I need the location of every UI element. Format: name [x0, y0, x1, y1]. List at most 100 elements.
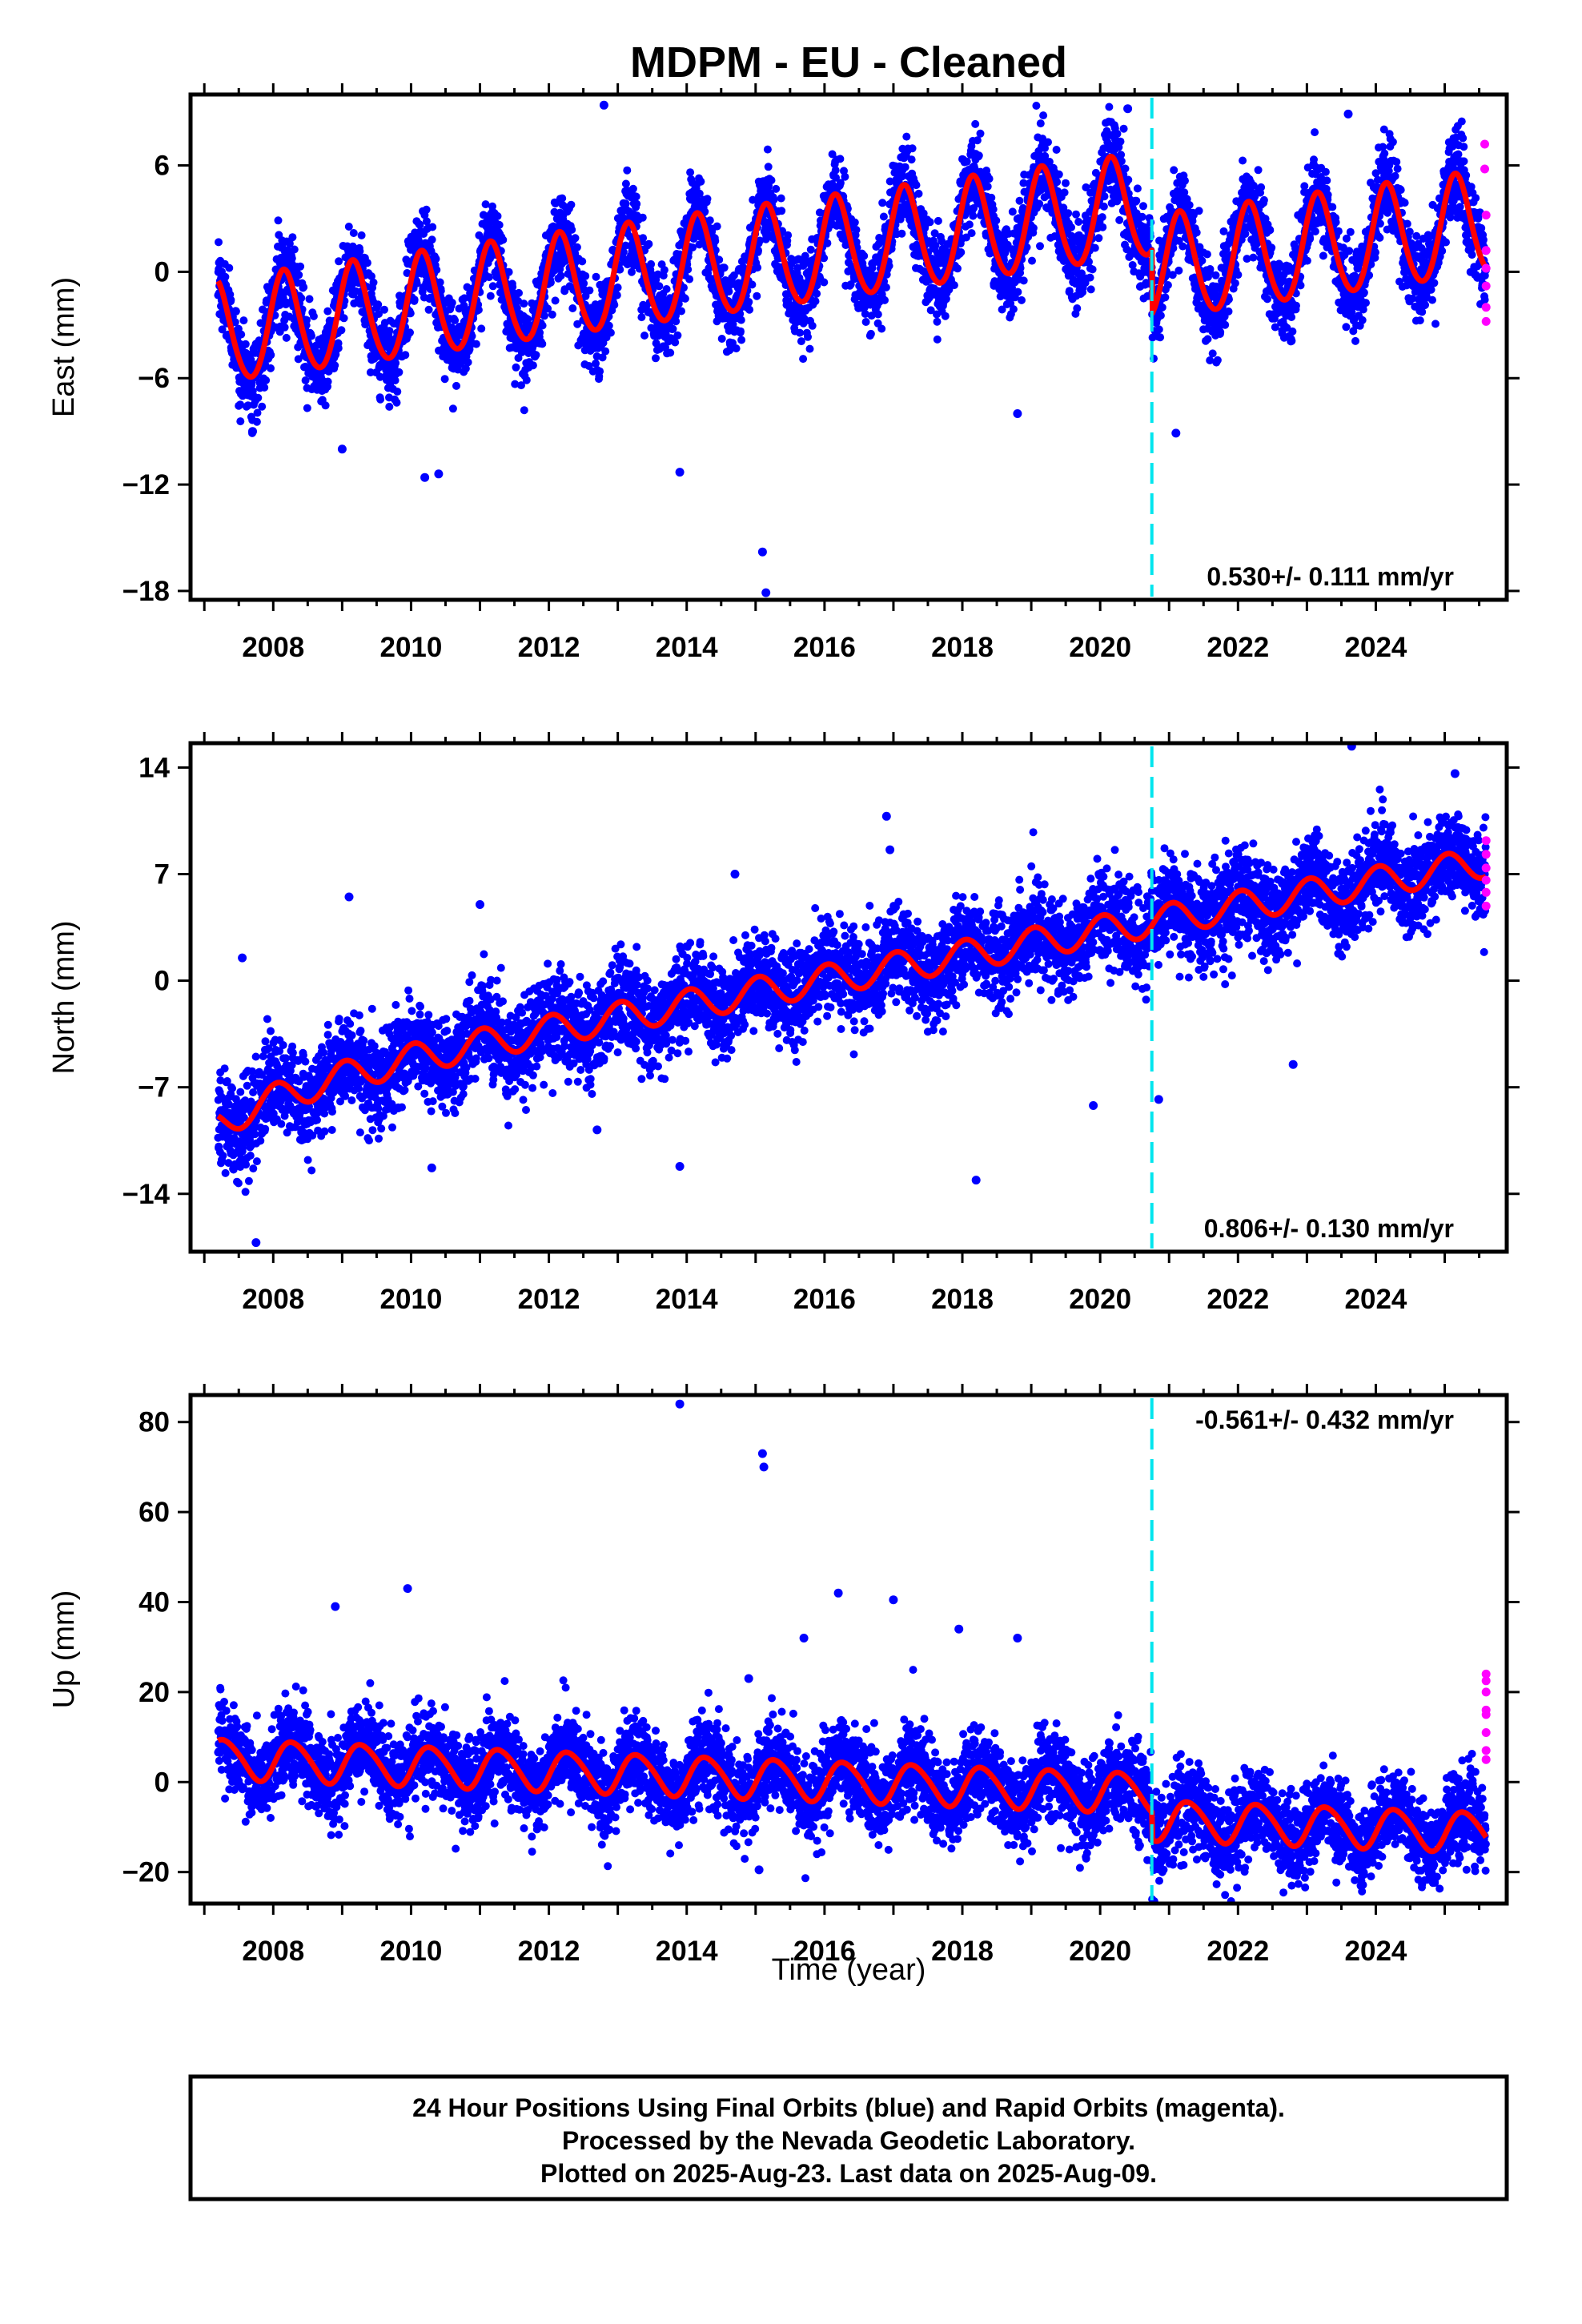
data-point	[612, 291, 621, 300]
data-point	[962, 157, 971, 166]
x-tick-label: 2008	[242, 632, 304, 663]
data-point	[1098, 213, 1106, 222]
data-point	[933, 335, 942, 344]
data-point	[432, 255, 440, 263]
data-point	[1158, 303, 1166, 312]
data-point	[745, 305, 754, 314]
data-point	[323, 377, 332, 386]
data-point	[337, 326, 346, 335]
data-point	[983, 182, 992, 191]
data-point	[274, 216, 283, 225]
main-title: MDPM - EU - Cleaned	[630, 38, 1067, 86]
data-point	[866, 329, 875, 338]
data-point	[1064, 209, 1073, 218]
y-tick-label: −12	[122, 469, 170, 501]
data-point	[808, 321, 817, 330]
x-tick-label: 2022	[1207, 632, 1269, 663]
data-point	[1213, 356, 1222, 364]
data-point	[215, 238, 223, 247]
data-point	[585, 286, 594, 295]
data-point	[1154, 325, 1163, 334]
data-point	[971, 119, 980, 128]
data-point	[732, 344, 741, 353]
y-tick-label: 6	[155, 151, 170, 182]
data-point	[823, 239, 832, 247]
data-point	[495, 220, 504, 229]
data-point	[1029, 223, 1038, 232]
data-point	[987, 193, 996, 202]
data-point	[697, 177, 705, 186]
data-point	[713, 222, 721, 231]
data-point	[448, 404, 457, 413]
data-point	[280, 323, 289, 332]
data-point	[897, 229, 906, 238]
data-point	[639, 234, 648, 243]
data-point	[1124, 175, 1133, 184]
data-point	[1019, 276, 1028, 285]
data-point	[628, 184, 637, 193]
data-point	[1090, 243, 1099, 252]
data-point	[303, 404, 311, 412]
data-point	[1211, 271, 1220, 279]
x-tick-label: 2020	[1069, 632, 1131, 663]
data-point	[296, 262, 305, 271]
data-point	[428, 223, 437, 231]
data-point	[1009, 305, 1018, 314]
data-point	[231, 318, 239, 327]
data-point	[1086, 285, 1095, 294]
data-point	[1206, 265, 1215, 273]
data-point	[681, 294, 689, 303]
data-point	[369, 278, 378, 287]
data-point	[686, 168, 695, 177]
data-point	[290, 245, 299, 254]
data-point	[737, 316, 745, 324]
data-point	[1105, 103, 1114, 111]
data-point	[711, 236, 720, 245]
data-point	[992, 216, 1001, 225]
data-point	[1036, 242, 1044, 251]
data-point	[720, 263, 729, 272]
data-point	[777, 194, 785, 203]
data-point	[1113, 130, 1122, 138]
data-point	[715, 255, 724, 264]
data-point	[568, 304, 577, 312]
data-point	[753, 263, 762, 272]
data-point	[804, 332, 812, 341]
data-point	[391, 359, 400, 368]
data-point	[671, 338, 680, 347]
data-point	[784, 231, 793, 239]
data-point	[1098, 223, 1107, 231]
data-point	[254, 393, 263, 402]
data-point	[836, 155, 845, 163]
data-point	[1163, 281, 1172, 289]
data-point	[879, 212, 888, 221]
data-point	[772, 184, 781, 193]
data-point	[861, 318, 870, 326]
data-point	[1161, 293, 1170, 302]
data-point	[1208, 349, 1217, 358]
data-point	[745, 298, 753, 306]
data-point	[335, 257, 343, 266]
data-point	[267, 351, 275, 360]
data-point	[221, 272, 230, 281]
data-point	[878, 199, 887, 207]
data-point	[647, 259, 656, 268]
data-point	[717, 335, 726, 343]
data-point	[873, 310, 882, 319]
data-point	[380, 305, 388, 314]
data-point	[628, 267, 636, 276]
data-point	[260, 383, 269, 392]
data-point	[877, 324, 886, 333]
data-point	[908, 144, 917, 153]
data-point	[638, 213, 647, 222]
data-point	[448, 299, 456, 307]
data-point	[673, 331, 682, 340]
east-axis-ticks: 2008 2010 2012 2014 2016 2018 2020 2022 202460−6…	[122, 83, 1520, 663]
data-point	[1192, 228, 1201, 237]
data-point	[1132, 196, 1141, 205]
data-point	[253, 408, 262, 417]
data-point	[385, 402, 394, 411]
data-point	[805, 344, 814, 353]
data-point	[660, 266, 669, 275]
data-point	[472, 340, 480, 348]
